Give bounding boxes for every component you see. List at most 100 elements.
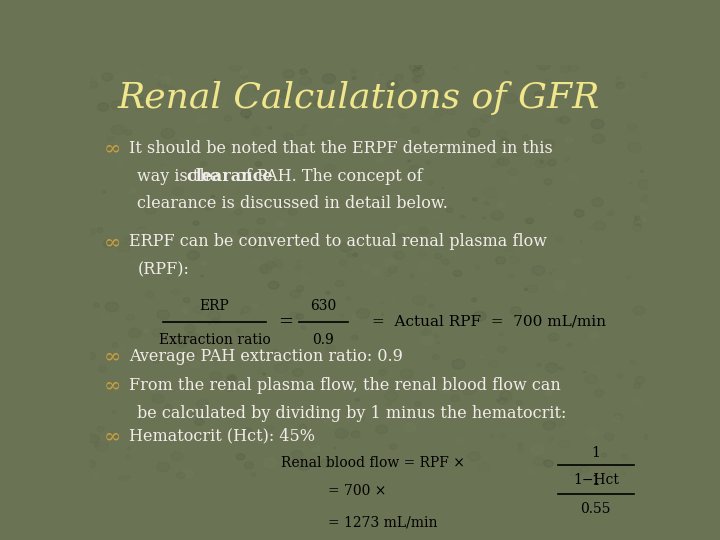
Circle shape [540, 160, 544, 163]
Circle shape [182, 469, 193, 477]
Circle shape [601, 453, 606, 457]
Circle shape [574, 210, 584, 217]
Circle shape [616, 82, 624, 89]
Circle shape [293, 369, 303, 376]
Circle shape [139, 98, 143, 100]
Circle shape [112, 125, 125, 134]
Text: 630: 630 [310, 299, 336, 313]
Circle shape [461, 215, 464, 218]
Circle shape [351, 335, 358, 340]
Circle shape [252, 242, 260, 248]
Circle shape [278, 410, 282, 414]
Circle shape [325, 292, 330, 294]
Circle shape [419, 261, 431, 271]
Circle shape [346, 296, 351, 300]
Circle shape [605, 274, 610, 278]
Circle shape [388, 117, 399, 125]
Circle shape [340, 243, 352, 252]
Text: Renal blood flow = RPF ×: Renal blood flow = RPF × [282, 456, 465, 470]
Circle shape [197, 400, 209, 409]
Circle shape [628, 143, 641, 152]
Circle shape [419, 147, 428, 154]
Circle shape [385, 392, 397, 401]
Circle shape [496, 158, 504, 164]
Circle shape [353, 253, 358, 256]
Circle shape [543, 140, 554, 149]
Circle shape [488, 117, 495, 123]
Circle shape [582, 302, 593, 310]
Circle shape [410, 165, 420, 174]
Circle shape [491, 205, 503, 214]
Circle shape [451, 253, 455, 255]
Circle shape [570, 467, 582, 476]
Circle shape [522, 134, 530, 140]
Circle shape [635, 376, 645, 383]
Circle shape [592, 134, 605, 143]
Circle shape [387, 112, 390, 115]
Circle shape [466, 384, 473, 390]
Circle shape [619, 85, 630, 93]
Circle shape [387, 80, 398, 89]
Circle shape [564, 137, 573, 143]
Circle shape [278, 221, 285, 227]
Text: 0.9: 0.9 [312, 333, 334, 347]
Circle shape [215, 315, 224, 321]
Circle shape [413, 68, 425, 77]
Circle shape [555, 118, 562, 123]
Circle shape [125, 237, 130, 241]
Circle shape [557, 101, 569, 110]
Circle shape [436, 197, 444, 203]
Circle shape [451, 395, 459, 401]
Circle shape [517, 276, 531, 286]
Circle shape [176, 339, 187, 347]
Circle shape [286, 100, 297, 108]
Circle shape [132, 154, 141, 160]
Circle shape [377, 197, 382, 201]
Circle shape [644, 434, 652, 440]
Circle shape [591, 119, 604, 129]
Text: =: = [278, 313, 293, 331]
Circle shape [638, 217, 646, 223]
Circle shape [181, 173, 184, 175]
Circle shape [296, 314, 303, 319]
Circle shape [426, 282, 428, 285]
Circle shape [382, 313, 384, 315]
Circle shape [379, 369, 387, 375]
Circle shape [347, 253, 353, 257]
Circle shape [297, 286, 304, 292]
Circle shape [171, 401, 183, 409]
Circle shape [87, 434, 99, 443]
Circle shape [231, 205, 237, 210]
Circle shape [274, 363, 287, 373]
Circle shape [414, 62, 423, 68]
Circle shape [116, 73, 128, 82]
Circle shape [405, 143, 413, 150]
Circle shape [246, 117, 249, 119]
Circle shape [576, 479, 580, 482]
Circle shape [402, 99, 415, 108]
Circle shape [408, 363, 416, 370]
Circle shape [398, 226, 408, 233]
Circle shape [392, 453, 402, 460]
Text: = 700 ×: = 700 × [328, 484, 387, 498]
Circle shape [236, 454, 245, 460]
Circle shape [497, 202, 505, 207]
Circle shape [236, 329, 241, 333]
Circle shape [339, 93, 343, 96]
Circle shape [559, 368, 563, 370]
Circle shape [278, 213, 287, 220]
Circle shape [210, 372, 222, 381]
Circle shape [516, 85, 528, 94]
Circle shape [244, 462, 253, 469]
Circle shape [452, 360, 465, 369]
Circle shape [559, 116, 570, 124]
Circle shape [94, 303, 99, 307]
Circle shape [524, 288, 527, 291]
Circle shape [356, 202, 364, 209]
Text: be calculated by dividing by 1 minus the hematocrit:: be calculated by dividing by 1 minus the… [138, 404, 567, 422]
Circle shape [639, 180, 652, 190]
Circle shape [214, 79, 216, 81]
Circle shape [300, 274, 310, 281]
Circle shape [518, 443, 523, 447]
Circle shape [537, 60, 550, 70]
